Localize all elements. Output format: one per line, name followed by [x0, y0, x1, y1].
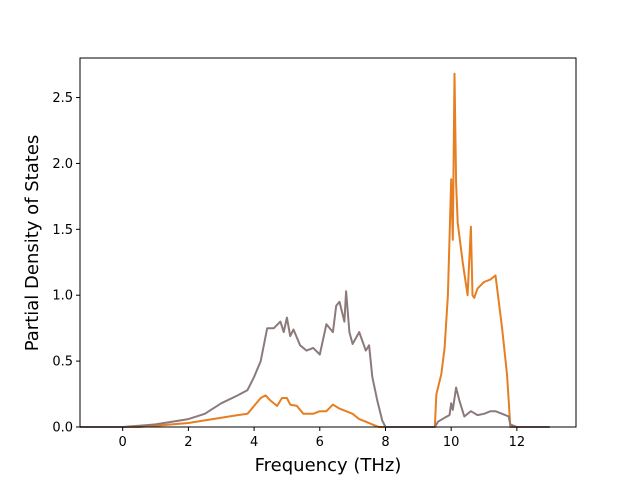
y-tick-label: 1.0	[52, 289, 73, 304]
x-axis-ticks: 0 2 4 6 8 10 12	[119, 427, 526, 450]
y-tick-label: 2.0	[52, 157, 73, 172]
series-line-2	[80, 290, 550, 428]
y-tick-label: 0.5	[52, 355, 73, 370]
x-tick-label: 10	[443, 435, 460, 450]
x-tick-label: 2	[184, 435, 192, 450]
y-axis-label: Partial Density of States	[22, 135, 43, 352]
x-tick-label: 4	[250, 435, 258, 450]
plot-lines	[80, 72, 550, 428]
plot-frame	[79, 57, 577, 428]
series-line-1	[80, 72, 550, 428]
y-tick-label: 0.0	[52, 421, 73, 436]
x-axis-label: Frequency (THz)	[255, 455, 402, 476]
y-tick-label: 1.5	[52, 223, 73, 238]
x-tick-label: 6	[316, 435, 324, 450]
x-tick-label: 8	[381, 435, 389, 450]
x-tick-label: 12	[509, 435, 526, 450]
x-tick-label: 0	[119, 435, 127, 450]
y-tick-label: 2.5	[52, 91, 73, 106]
y-axis-ticks: 0.0 0.5 1.0 1.5 2.0 2.5	[52, 91, 80, 436]
